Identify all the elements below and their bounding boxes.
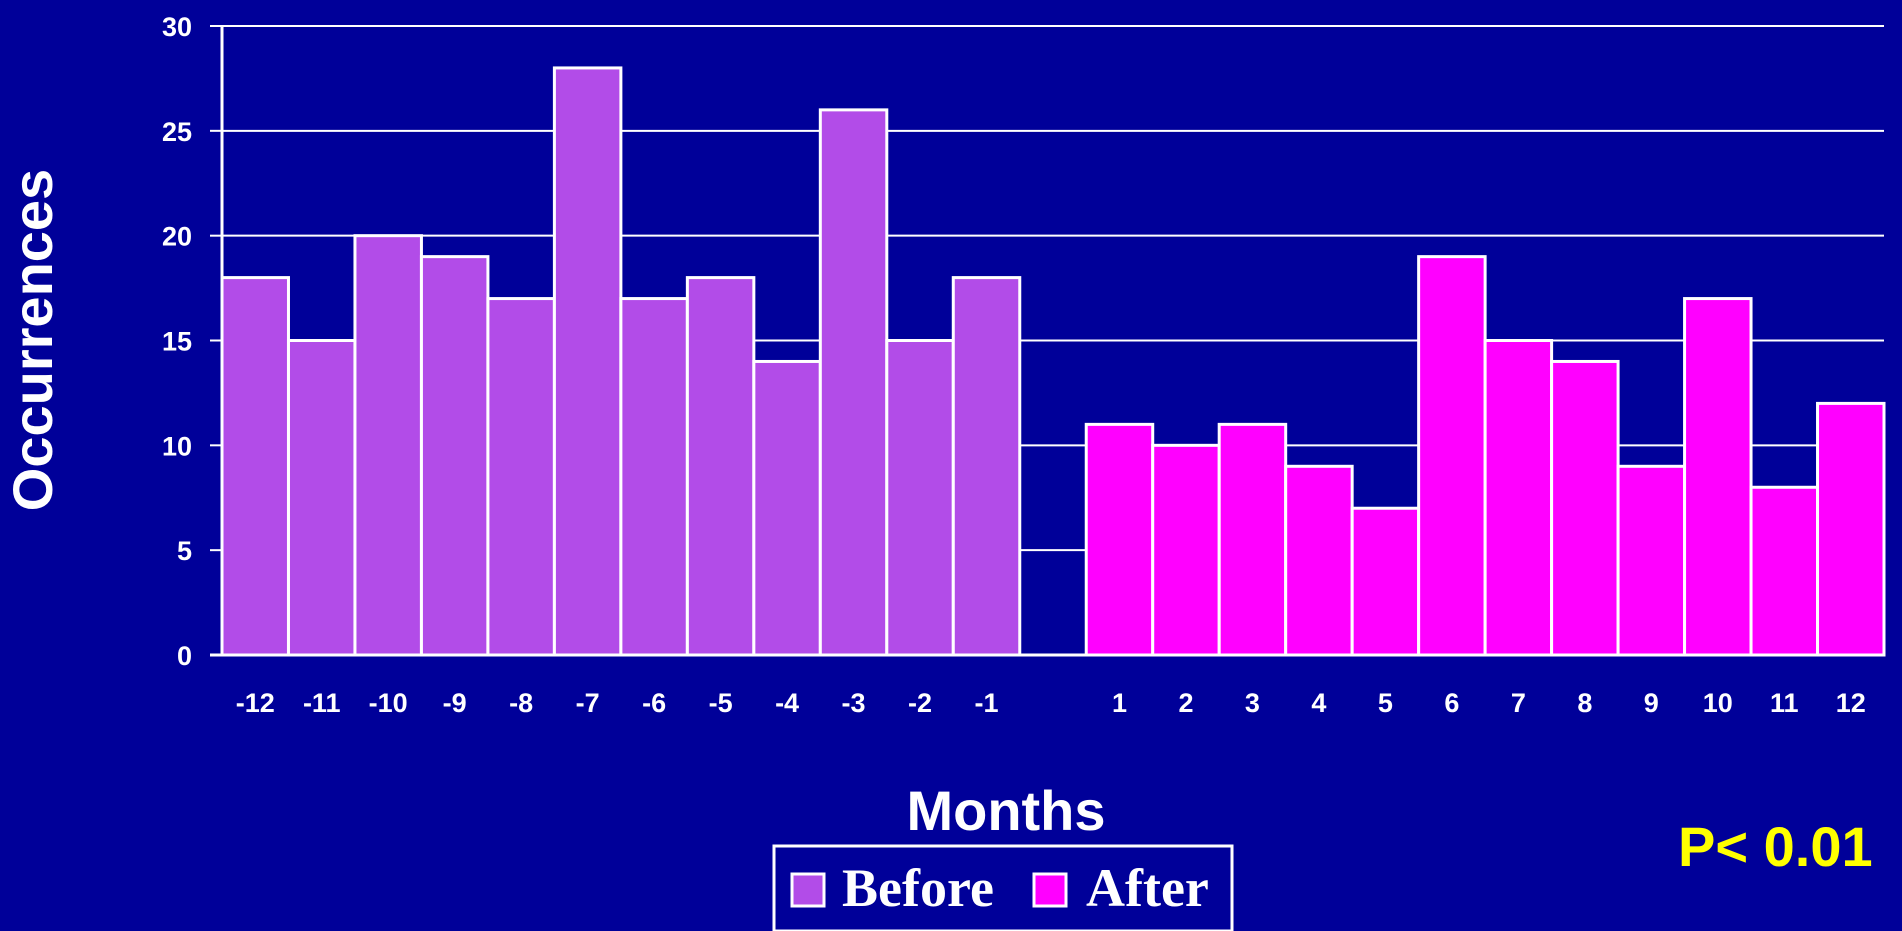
bars — [220, 66, 1886, 657]
bar-after-11 — [1749, 485, 1820, 657]
y-tick-label-5: 5 — [177, 536, 192, 566]
x-tick-label--1: -1 — [975, 688, 999, 718]
legend: Before After — [772, 844, 1234, 931]
x-tick-label-8: 8 — [1577, 688, 1592, 718]
y-tick-label-30: 30 — [162, 12, 192, 42]
legend-label-after: After — [1086, 858, 1209, 918]
y-tick-label-25: 25 — [162, 117, 192, 147]
bar-after-10 — [1683, 297, 1753, 657]
bar-after-6 — [1417, 255, 1487, 657]
bar-before--4 — [752, 359, 822, 657]
x-tick-label-5: 5 — [1378, 688, 1393, 718]
x-tick-label-1: 1 — [1112, 688, 1127, 718]
bar-before--2 — [885, 339, 955, 657]
x-axis-title: Months — [906, 779, 1105, 842]
y-tick-label-0: 0 — [177, 641, 192, 671]
x-tick-label-4: 4 — [1311, 688, 1326, 718]
bar-after-5 — [1350, 506, 1421, 657]
bar-before--1 — [951, 276, 1022, 657]
x-tick-label--10: -10 — [369, 688, 408, 718]
bar-before--7 — [552, 66, 623, 657]
x-tick-label--4: -4 — [775, 688, 799, 718]
y-tick-label-20: 20 — [162, 222, 192, 252]
x-tick-label--7: -7 — [576, 688, 600, 718]
bar-before--5 — [685, 276, 756, 657]
legend-box — [772, 844, 1234, 931]
p-value-annotation: P< 0.01 — [1678, 815, 1873, 878]
bar-before--12 — [220, 276, 290, 657]
x-tick-label-7: 7 — [1511, 688, 1526, 718]
x-tick-label-11: 11 — [1770, 688, 1799, 718]
bar-before--6 — [619, 297, 689, 657]
x-tick-label--3: -3 — [842, 688, 866, 718]
bar-after-2 — [1151, 443, 1221, 657]
x-tick-label--12: -12 — [236, 688, 275, 718]
bar-after-12 — [1816, 401, 1886, 657]
x-tick-label-3: 3 — [1245, 688, 1260, 718]
bar-after-9 — [1616, 464, 1687, 657]
bar-after-8 — [1550, 359, 1620, 657]
bar-before--9 — [419, 255, 490, 657]
legend-swatch-after — [1032, 872, 1068, 908]
axes — [210, 25, 1884, 657]
bar-before--8 — [486, 297, 556, 657]
bar-before--10 — [353, 234, 423, 657]
x-tick-label--11: -11 — [303, 688, 341, 718]
x-tick-label-6: 6 — [1444, 688, 1459, 718]
y-tick-label-15: 15 — [162, 327, 192, 357]
x-tick-label--6: -6 — [642, 688, 666, 718]
x-tick-label--2: -2 — [908, 688, 932, 718]
x-tick-label-9: 9 — [1644, 688, 1659, 718]
x-tick-label-10: 10 — [1703, 688, 1733, 718]
legend-swatch-before — [790, 872, 826, 908]
x-tick-label--9: -9 — [443, 688, 467, 718]
bar-before--3 — [818, 108, 889, 657]
bar-after-1 — [1084, 422, 1155, 657]
x-tick-label-12: 12 — [1836, 688, 1866, 718]
x-tick-label-2: 2 — [1178, 688, 1193, 718]
bar-before--11 — [286, 339, 357, 657]
y-axis-title: Occurrences — [1, 169, 64, 511]
x-tick-label--8: -8 — [509, 688, 533, 718]
bar-after-7 — [1483, 339, 1554, 657]
bar-after-4 — [1284, 464, 1354, 657]
y-tick-label-10: 10 — [162, 431, 192, 461]
x-tick-label--5: -5 — [709, 688, 733, 718]
legend-label-before: Before — [842, 858, 994, 918]
bar-after-3 — [1217, 422, 1288, 657]
